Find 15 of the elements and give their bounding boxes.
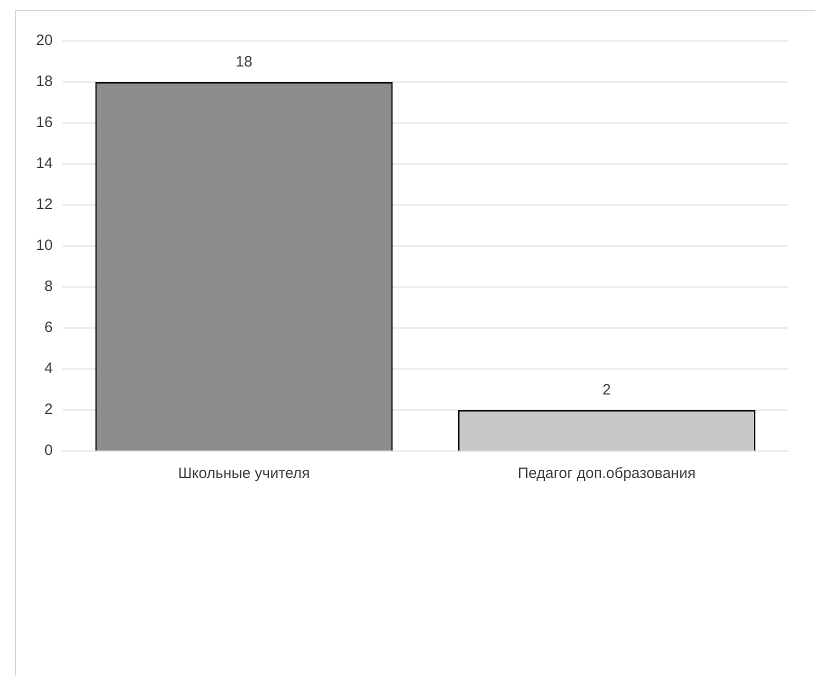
data-label: 18 — [236, 54, 252, 71]
y-tick-label: 16 — [36, 114, 53, 132]
x-tick-label: Школьные учителя — [178, 465, 310, 482]
y-tick-label: 18 — [36, 73, 53, 90]
y-tick-label: 14 — [36, 155, 53, 172]
y-tick-label: 4 — [44, 360, 53, 378]
data-label: 2 — [602, 382, 611, 399]
y-tick-label: 10 — [36, 237, 53, 254]
y-tick-label: 12 — [36, 196, 53, 214]
y-tick-label: 6 — [44, 319, 53, 336]
y-tick-label: 8 — [44, 278, 53, 296]
y-tick-label: 20 — [36, 32, 53, 50]
y-tick-label: 2 — [44, 401, 53, 418]
x-tick-label: Педагог доп.образования — [518, 465, 696, 482]
y-tick-label: 0 — [44, 442, 53, 460]
